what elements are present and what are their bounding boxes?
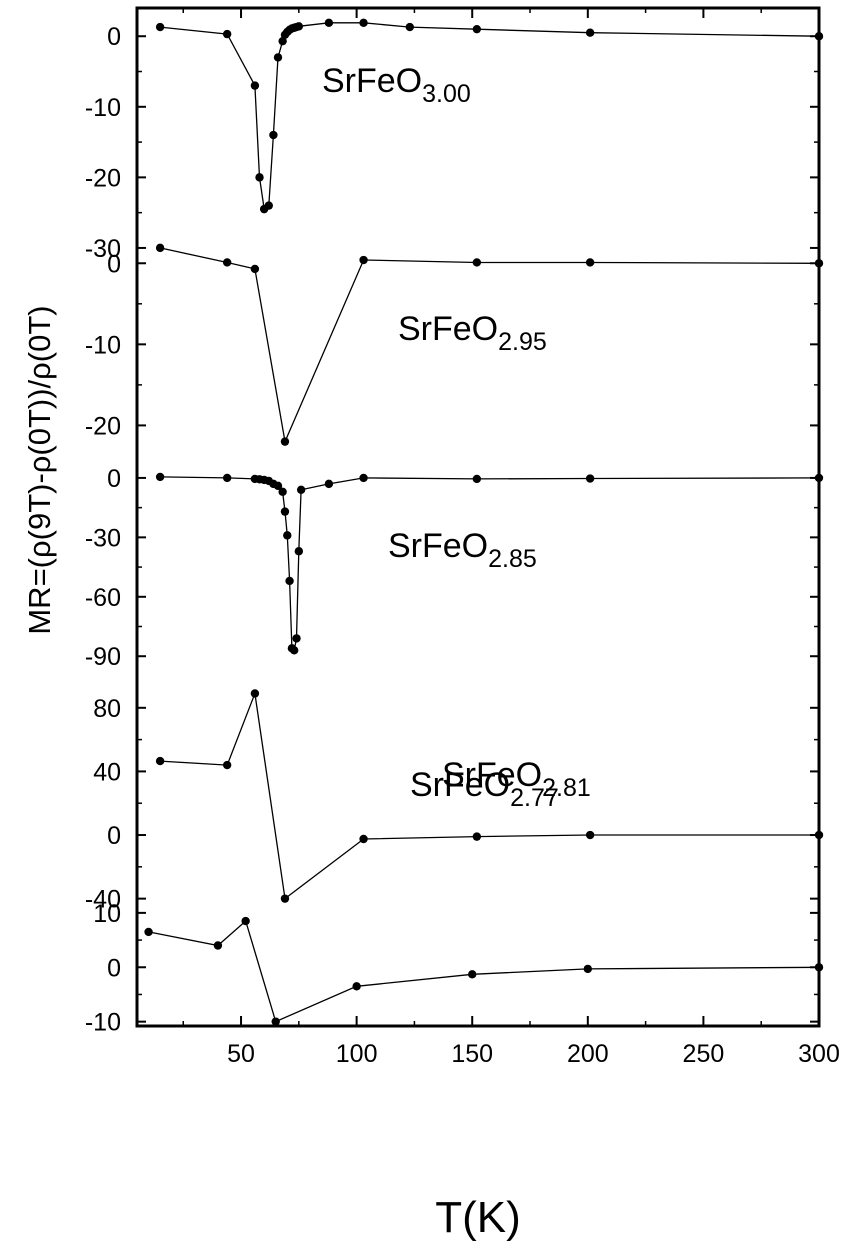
- y-axis-title: MR=(ρ(9T)-ρ(0T))/ρ(0T): [22, 305, 57, 634]
- data-point: [585, 474, 595, 483]
- data-point: [324, 18, 334, 28]
- y-tick-label: -20: [85, 412, 121, 440]
- panel-2.81: 80 40 0 -40 SrFeO2.81: [85, 689, 824, 914]
- data-point: [585, 258, 595, 267]
- data-point: [359, 255, 368, 265]
- data-point: [280, 437, 290, 446]
- compound-label: SrFeO2.81: [442, 756, 591, 802]
- compound-label: SrFeO2.77: [410, 766, 559, 812]
- data-point: [359, 834, 368, 844]
- x-tick-label: 200: [567, 1040, 609, 1068]
- data-point: [583, 964, 593, 974]
- y-tick-label: -30: [85, 524, 121, 552]
- data-point: [144, 927, 153, 937]
- y-tick-label: -10: [85, 94, 121, 122]
- data-point: [271, 1017, 280, 1026]
- data-point: [155, 22, 165, 32]
- data-point: [269, 130, 278, 140]
- compound-label: SrFeO3.00: [322, 62, 471, 108]
- data-point: [296, 485, 306, 495]
- panel-2.77: 10 0 -10 SrFeO2.77: [85, 766, 824, 1037]
- series-line: [148, 919, 820, 1023]
- y-tick-label: -20: [85, 164, 121, 192]
- data-point: [585, 28, 595, 37]
- y-tick-label: 10: [93, 900, 121, 928]
- y-tick-label: -60: [85, 584, 121, 612]
- x-axis-title: T(K): [435, 1193, 521, 1242]
- data-point: [213, 941, 223, 950]
- data-point: [155, 472, 165, 482]
- data-point: [585, 830, 595, 840]
- compound-label: SrFeO2.95: [398, 310, 547, 356]
- data-point: [280, 507, 290, 516]
- data-point: [472, 832, 482, 841]
- data-point: [222, 258, 232, 267]
- data-point: [280, 894, 290, 903]
- data-point: [352, 982, 361, 991]
- data-point: [294, 547, 304, 556]
- data-point: [359, 473, 368, 483]
- data-point: [472, 258, 482, 267]
- data-point: [273, 481, 283, 491]
- x-tick-label: 250: [683, 1040, 725, 1068]
- x-tick-label: 300: [798, 1040, 840, 1068]
- y-tick-label: 0: [107, 23, 121, 51]
- y-tick-label: -40: [85, 886, 121, 914]
- data-point: [273, 53, 283, 62]
- panel-2.95: 0 -10 -20 SrFeO2.95: [85, 243, 824, 446]
- data-point: [278, 36, 287, 46]
- data-point: [250, 264, 260, 274]
- y-tick-label: 0: [107, 250, 121, 278]
- data-point: [294, 22, 304, 31]
- data-point: [222, 473, 232, 483]
- data-point: [222, 760, 232, 770]
- y-tick-label: 80: [93, 695, 121, 723]
- y-tick-label: 0: [107, 954, 121, 982]
- x-tick-label: 150: [451, 1040, 493, 1068]
- y-tick-label: -10: [85, 1009, 121, 1037]
- compound-label: SrFeO2.85: [388, 527, 537, 573]
- y-tick-label: 0: [107, 465, 121, 493]
- data-point: [241, 916, 250, 926]
- data-point: [285, 576, 294, 586]
- data-point: [290, 646, 299, 655]
- data-point: [155, 243, 165, 253]
- data-point: [155, 756, 165, 766]
- data-point: [405, 22, 414, 32]
- data-point: [278, 487, 287, 496]
- y-tick-label: -30: [85, 235, 121, 263]
- panel-3.00: 0 -10 -20 -30 SrFeO3.00: [85, 18, 824, 263]
- data-point: [264, 201, 273, 210]
- data-point: [222, 29, 232, 39]
- data-point: [283, 531, 292, 540]
- y-tick-label: 40: [93, 758, 121, 786]
- plot-frame: [135, 6, 821, 1028]
- series-line: [159, 247, 820, 444]
- data-point: [250, 689, 260, 698]
- data-point: [359, 18, 368, 28]
- data-point: [250, 81, 260, 90]
- data-point: [472, 474, 482, 484]
- series-line: [160, 690, 819, 900]
- panel-2.85: 0 -30 -60 -90 SrFeO2.85: [85, 465, 824, 671]
- y-tick-label: 0: [107, 822, 121, 850]
- y-tick-label: -10: [85, 331, 121, 359]
- data-point: [324, 479, 334, 489]
- data-point: [472, 24, 482, 34]
- data-point: [292, 634, 301, 643]
- x-tick-label: 100: [336, 1040, 378, 1068]
- x-tick-label: 50: [227, 1040, 255, 1068]
- data-point: [255, 173, 264, 182]
- y-tick-label: -90: [85, 643, 121, 671]
- data-point: [468, 970, 477, 979]
